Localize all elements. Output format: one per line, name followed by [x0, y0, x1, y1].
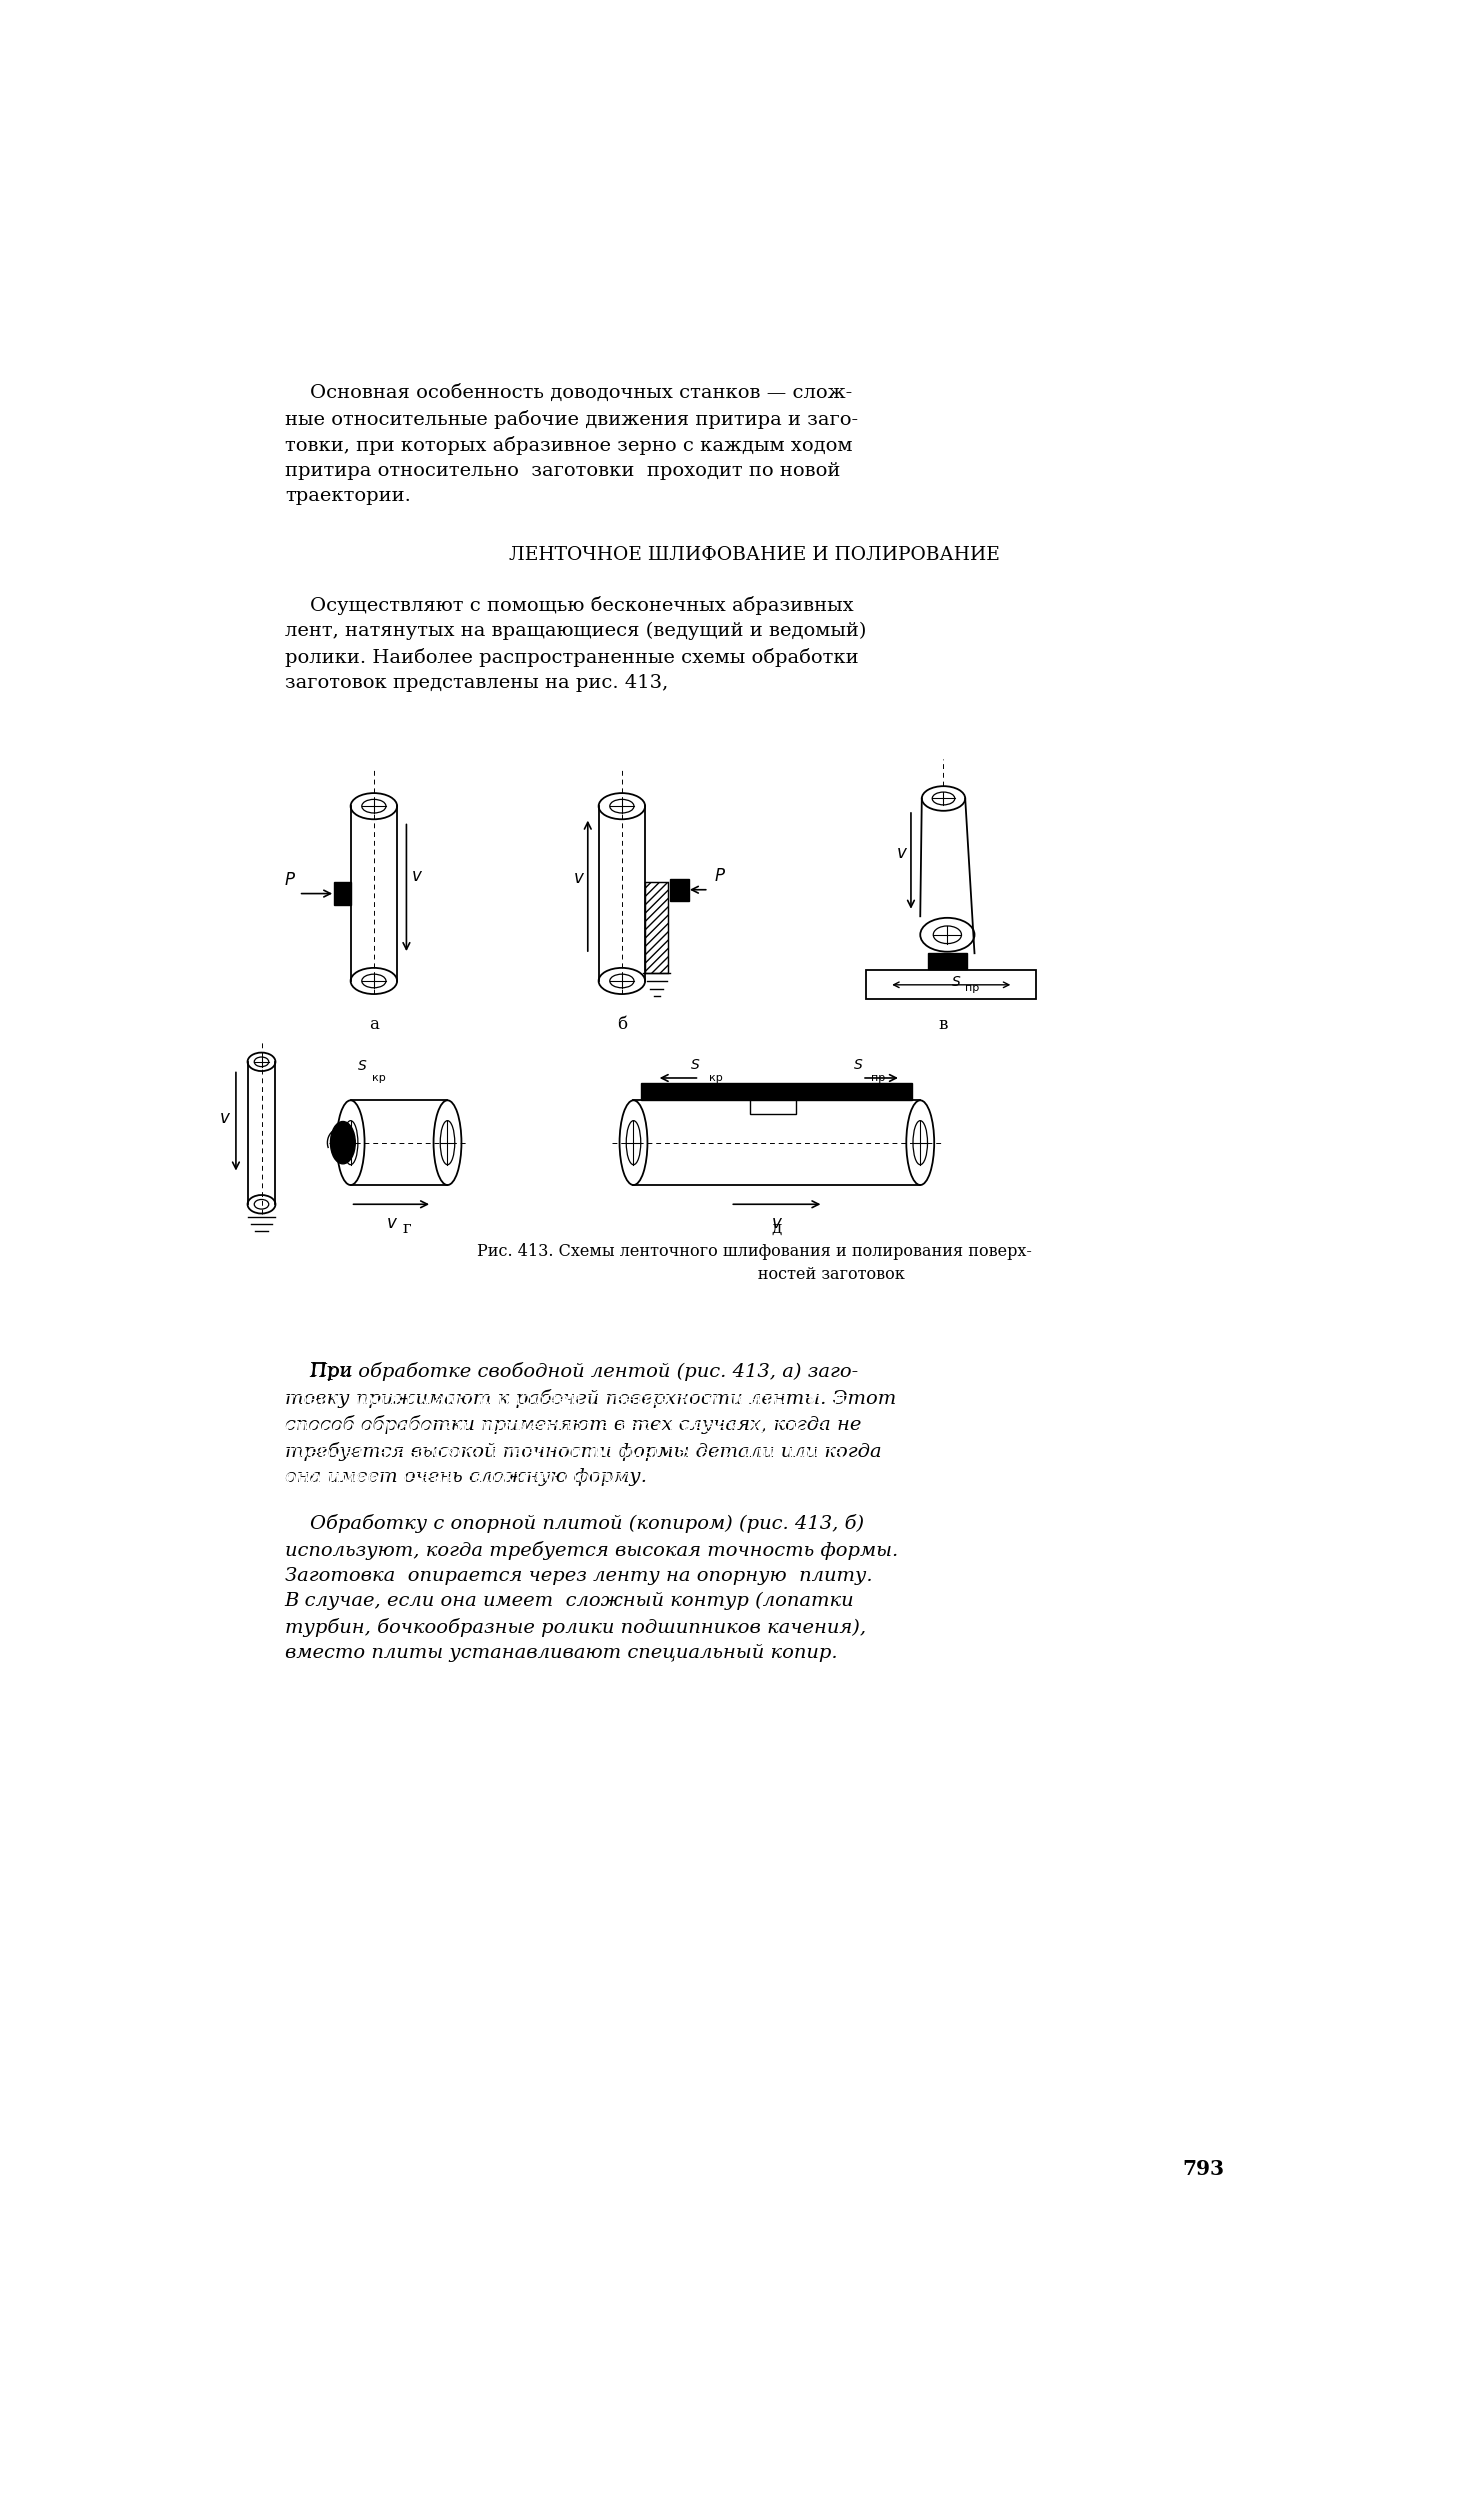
Text: Осуществляют с помощью бесконечных абразивных
лент, натянутых на вращающиеся (ве: Осуществляют с помощью бесконечных абраз…: [284, 597, 866, 691]
Text: а: а: [369, 1016, 378, 1033]
Text: б: б: [617, 1016, 627, 1033]
Text: v: v: [386, 1213, 396, 1233]
Bar: [927, 953, 967, 968]
Text: При: При: [284, 1363, 359, 1380]
Bar: [749, 1101, 796, 1113]
Text: в: в: [939, 1016, 948, 1033]
Text: v: v: [412, 866, 421, 886]
Text: S: S: [854, 1058, 863, 1071]
Text: Основная особенность доводочных станков — слож-
ные относительные рабочие движен: Основная особенность доводочных станков …: [284, 384, 858, 504]
Bar: [645, 881, 668, 973]
Text: v: v: [896, 844, 907, 861]
Text: $S$: $S$: [951, 976, 961, 988]
Text: S: S: [692, 1058, 699, 1071]
Text: v: v: [219, 1108, 230, 1126]
Text: кр: кр: [708, 1073, 723, 1083]
Text: кр: кр: [372, 1073, 386, 1083]
Bar: [866, 971, 1036, 998]
Text: д: д: [771, 1221, 782, 1236]
Text: P: P: [714, 866, 724, 886]
Bar: [334, 881, 350, 906]
Text: v: v: [574, 869, 584, 886]
Bar: [670, 879, 689, 901]
Text: пр: пр: [966, 983, 979, 993]
Text: ЛЕНТОЧНОЕ ШЛИФОВАНИЕ И ПОЛИРОВАНИЕ: ЛЕНТОЧНОЕ ШЛИФОВАНИЕ И ПОЛИРОВАНИЕ: [509, 547, 999, 564]
Text: P: P: [284, 871, 294, 889]
Text: S: S: [358, 1058, 367, 1073]
Bar: [642, 1083, 913, 1101]
Text: При обработке свободной лентой (рис. 413, а) заго-
товку прижимают к рабочей пов: При обработке свободной лентой (рис. 413…: [284, 1363, 896, 1485]
Text: Обработку с опорной плитой (копиром) (рис. 413, б)
используют, когда требуется в: Обработку с опорной плитой (копиром) (ри…: [284, 1515, 898, 1662]
Text: v: v: [771, 1213, 782, 1233]
Text: товку прижимают к рабочей поверхности ленты. Этот
способ обработки применяют в т: товку прижимают к рабочей поверхности ле…: [284, 1390, 848, 1488]
Ellipse shape: [331, 1121, 355, 1163]
Text: 793: 793: [1182, 2159, 1225, 2179]
Text: пр: пр: [871, 1073, 886, 1083]
Text: Рис. 413. Схемы ленточного шлифования и полирования поверх-
                    : Рис. 413. Схемы ленточного шлифования и …: [477, 1243, 1032, 1283]
Text: г: г: [402, 1221, 411, 1236]
